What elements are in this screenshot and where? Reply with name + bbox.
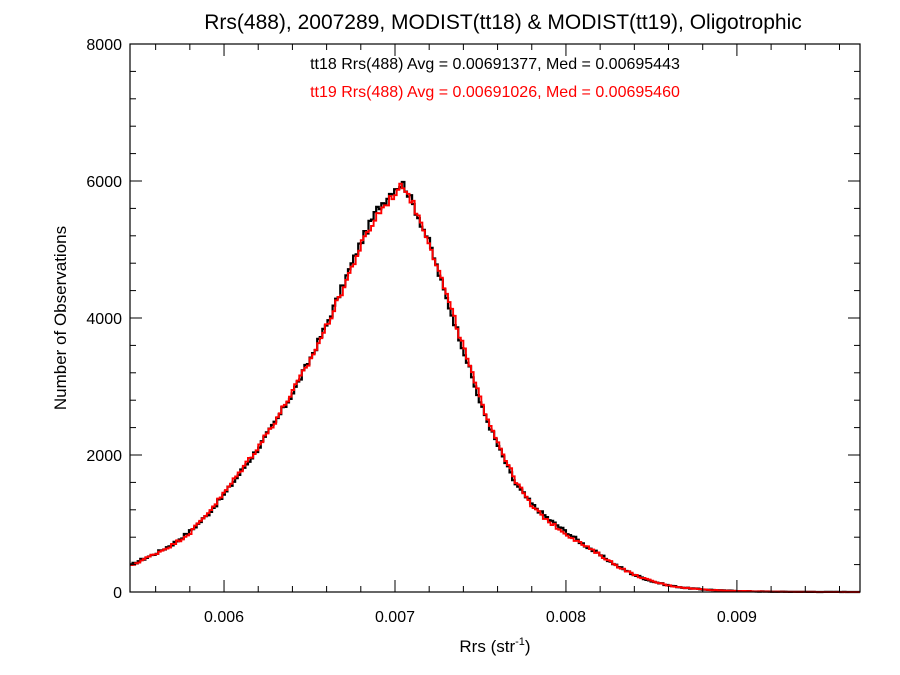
series-tt19-line	[130, 182, 860, 593]
series-tt18-line	[130, 180, 860, 594]
x-tick-label: 0.008	[546, 609, 586, 626]
y-tick-label: 8000	[86, 37, 122, 54]
y-tick-label: 6000	[86, 174, 122, 191]
x-axis-title: Rrs (str-1)	[459, 636, 530, 656]
y-tick-label: 4000	[86, 311, 122, 328]
x-tick-label: 0.007	[375, 609, 415, 626]
x-axis-title-superscript: -1	[515, 636, 525, 648]
x-tick-labels: 0.006 0.007 0.008 0.009	[204, 609, 757, 626]
plot-frame	[129, 43, 861, 593]
annotation-tt19: tt19 Rrs(488) Avg = 0.00691026, Med = 0.…	[310, 84, 680, 101]
x-tick-label: 0.009	[717, 609, 757, 626]
x-tick-label: 0.006	[204, 609, 244, 626]
y-tick-label: 2000	[86, 448, 122, 465]
series-layer	[130, 180, 860, 594]
ticks-layer	[130, 44, 860, 592]
chart-title: Rrs(488), 2007289, MODIST(tt18) & MODIST…	[204, 11, 802, 34]
x-axis-title-base: Rrs (str	[459, 637, 515, 656]
x-axis-title-close: )	[525, 637, 531, 656]
y-axis-title: Number of Observations	[51, 226, 70, 410]
y-tick-label: 0	[113, 585, 122, 602]
annotation-tt18: tt18 Rrs(488) Avg = 0.00691377, Med = 0.…	[310, 56, 680, 73]
y-tick-labels: 0 2000 4000 6000 8000	[86, 37, 122, 602]
